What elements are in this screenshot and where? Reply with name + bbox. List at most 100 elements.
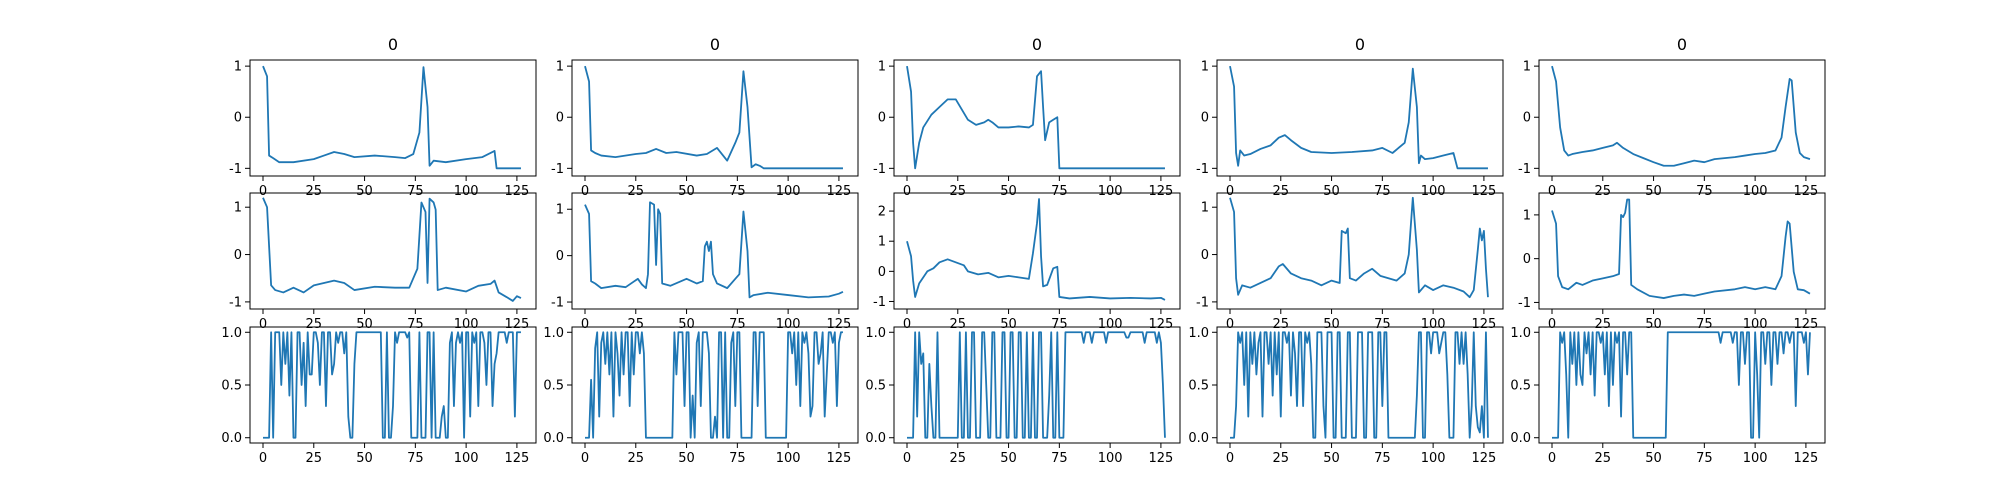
x-tick-label: 125 [1148, 451, 1173, 466]
x-tick-label: 125 [1471, 451, 1496, 466]
y-tick-label: 1 [234, 201, 242, 216]
series-line [906, 198, 1166, 301]
x-tick-label: 75 [1696, 451, 1713, 466]
x-tick-label: 75 [1696, 317, 1713, 332]
x-tick-label: 0 [1226, 451, 1234, 466]
y-tick-label: -1 [873, 295, 886, 310]
axes-frame [1538, 192, 1826, 310]
y-tick-label: 2 [878, 205, 886, 220]
x-tick-label: 75 [1051, 317, 1068, 332]
subplot-2-3: 0 25 50 75 100 125 -1 0 1 2 [873, 192, 1181, 332]
x-tick-label: 25 [1595, 184, 1612, 199]
x-tick-label: 75 [729, 451, 746, 466]
x-tick-label: 100 [1743, 451, 1768, 466]
x-tick-label: 125 [1793, 451, 1818, 466]
y-tick-label: -1 [229, 162, 242, 177]
x-tick-label: 50 [1645, 451, 1662, 466]
subplot-3-2: 0 25 50 75 100 125 0.0 0.5 1.0 [543, 326, 859, 466]
axes-frame [571, 192, 859, 310]
subplot-1-2: 0 25 50 75 100 125 -1 0 1 [551, 59, 859, 199]
series-line [584, 65, 843, 170]
axes-frame [249, 59, 537, 177]
subplot-title: 0 [1677, 35, 1687, 54]
x-tick-label: 75 [1374, 184, 1391, 199]
subplot-3-5: 0 25 50 75 100 125 0.0 0.5 1.0 [1510, 326, 1826, 466]
x-tick-label: 100 [454, 451, 479, 466]
x-tick-label: 0 [1548, 317, 1556, 332]
subplot-1-5: 0 25 50 75 100 125 -1 0 1 [1518, 59, 1826, 199]
x-tick-label: 0 [581, 451, 589, 466]
x-tick-label: 50 [1645, 184, 1662, 199]
y-tick-label: 1 [1201, 201, 1209, 216]
x-tick-label: 75 [1374, 451, 1391, 466]
x-tick-label: 125 [1793, 317, 1818, 332]
x-tick-label: 100 [776, 451, 801, 466]
x-tick-label: 25 [628, 317, 645, 332]
x-tick-label: 50 [1000, 184, 1017, 199]
x-tick-label: 0 [1548, 451, 1556, 466]
x-tick-label: 25 [306, 451, 323, 466]
y-tick-label: 0 [1201, 111, 1209, 126]
y-tick-label: -1 [551, 162, 564, 177]
x-tick-label: 125 [1471, 317, 1496, 332]
x-tick-label: 25 [306, 317, 323, 332]
y-tick-label: 0 [556, 111, 564, 126]
x-tick-label: 100 [1098, 451, 1123, 466]
y-tick-label: 1 [1523, 60, 1531, 75]
y-tick-label: 1 [1523, 208, 1531, 223]
x-tick-label: 25 [628, 184, 645, 199]
y-tick-label: 1 [1201, 60, 1209, 75]
x-tick-label: 25 [1595, 317, 1612, 332]
y-tick-label: 1.0 [865, 326, 886, 341]
subplot-3-3: 0 25 50 75 100 125 0.0 0.5 1.0 [865, 326, 1181, 466]
y-tick-label: 1.0 [543, 326, 564, 341]
series-line [584, 201, 844, 299]
y-tick-label: 0.5 [543, 379, 564, 394]
x-tick-label: 100 [1421, 451, 1446, 466]
y-tick-label: -1 [1196, 162, 1209, 177]
series-line [1229, 196, 1489, 299]
y-tick-label: -1 [873, 162, 886, 177]
x-tick-label: 125 [1471, 184, 1496, 199]
y-tick-label: 0.5 [865, 379, 886, 394]
axes-frame [1216, 192, 1504, 310]
x-tick-label: 100 [1743, 317, 1768, 332]
subplot-1-3: 0 25 50 75 100 125 -1 0 1 [873, 59, 1181, 199]
y-tick-label: -1 [551, 296, 564, 311]
x-tick-label: 50 [356, 184, 373, 199]
x-tick-label: 25 [628, 451, 645, 466]
subplot-title: 0 [388, 35, 398, 54]
y-tick-label: 1.0 [1188, 326, 1209, 341]
y-tick-label: 0.5 [221, 379, 242, 394]
axes-frame [1538, 59, 1826, 177]
x-tick-label: 125 [504, 184, 529, 199]
x-tick-label: 25 [950, 451, 967, 466]
y-tick-label: 0 [878, 111, 886, 126]
series-line [585, 331, 843, 439]
y-tick-label: 0 [556, 249, 564, 264]
x-tick-label: 50 [678, 317, 695, 332]
x-tick-label: 125 [1148, 317, 1173, 332]
x-tick-label: 0 [581, 317, 589, 332]
y-tick-label: 1.0 [1510, 326, 1531, 341]
x-tick-label: 50 [1323, 184, 1340, 199]
x-tick-label: 50 [1000, 317, 1017, 332]
subplot-2-4: 0 25 50 75 100 125 -1 0 1 [1196, 192, 1504, 332]
y-tick-label: -1 [1196, 295, 1209, 310]
y-tick-label: 0.0 [221, 431, 242, 446]
x-tick-label: 0 [259, 184, 267, 199]
x-tick-label: 125 [1148, 184, 1173, 199]
x-tick-label: 0 [903, 317, 911, 332]
y-tick-label: 0.0 [1510, 431, 1531, 446]
series-line [262, 197, 522, 302]
axes-frame [893, 192, 1181, 310]
series-line [906, 65, 1165, 170]
x-tick-label: 100 [776, 317, 801, 332]
x-tick-label: 75 [407, 184, 424, 199]
y-tick-label: 1 [556, 203, 564, 218]
y-tick-label: 0 [878, 265, 886, 280]
x-tick-label: 25 [1273, 451, 1290, 466]
x-tick-label: 50 [1000, 451, 1017, 466]
series-line [1551, 198, 1811, 299]
x-tick-label: 75 [1696, 184, 1713, 199]
